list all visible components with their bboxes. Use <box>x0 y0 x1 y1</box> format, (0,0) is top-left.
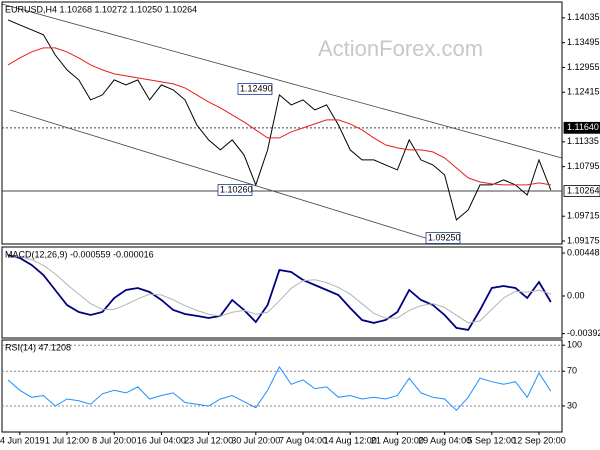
y-tick-label: 30 <box>567 400 577 410</box>
level-box <box>563 185 600 197</box>
y-tick-label: 100 <box>567 340 582 350</box>
level-label: 1.10264 <box>567 185 600 195</box>
panel-title: RSI(14) 47.1208 <box>5 342 71 352</box>
panel-frame <box>1 1 563 245</box>
y-tick-label: 1.11335 <box>567 136 599 146</box>
y-tick-label: 1.13495 <box>567 37 600 47</box>
x-tick-label: 7 Aug 04:00 <box>279 435 327 445</box>
channel-lower <box>9 109 433 241</box>
panel-frame <box>1 246 563 339</box>
watermark: ActionForex.com <box>318 36 483 61</box>
panel-title: MACD(12,26,9) -0.000559 -0.000016 <box>5 249 154 259</box>
y-tick-label: 1.09715 <box>567 211 600 221</box>
x-tick-label: 24 Jun 2019 <box>0 435 45 445</box>
annotation-label: 1.12490 <box>240 83 273 93</box>
panel-title: EURUSD,H4 1.10268 1.10272 1.10250 1.1026… <box>5 4 197 14</box>
panel-frame <box>1 339 563 433</box>
series-line <box>7 256 551 324</box>
annotation-label: 1.09250 <box>428 232 461 242</box>
annotation-box <box>425 232 461 244</box>
annotation-box <box>237 83 273 95</box>
x-tick-label: 1 Jul 12:00 <box>45 435 89 445</box>
annotation-label: 1.10260 <box>220 184 253 194</box>
x-tick-label: 29 Aug 04:00 <box>418 435 471 445</box>
x-tick-label: 16 Jul 04:00 <box>137 435 186 445</box>
annotation-box <box>217 184 253 196</box>
x-tick-label: 30 Jul 20:00 <box>231 435 280 445</box>
y-tick-label: 0.00448 <box>567 247 600 257</box>
level-label: 1.11640 <box>567 122 599 132</box>
channel-upper <box>1 3 563 159</box>
series-line <box>7 47 551 186</box>
x-tick-label: 12 Sep 20:00 <box>512 435 566 445</box>
y-tick-label: 1.10795 <box>567 161 600 171</box>
x-tick-label: 8 Jul 20:00 <box>92 435 136 445</box>
x-tick-label: 23 Jul 12:00 <box>184 435 233 445</box>
y-tick-label: 1.14035 <box>567 12 600 22</box>
series-line <box>7 254 552 331</box>
x-tick-label: 21 Aug 20:00 <box>371 435 424 445</box>
level-box <box>563 121 600 134</box>
y-tick-label: 70 <box>567 366 577 376</box>
y-tick-label: 1.12955 <box>567 62 600 72</box>
x-tick-label: 14 Aug 12:00 <box>324 435 377 445</box>
series-line <box>7 365 552 412</box>
y-tick-label: -0.003928 <box>567 328 600 338</box>
y-tick-label: 1.09175 <box>567 235 600 245</box>
series-line <box>7 19 552 221</box>
y-tick-label: 1.12415 <box>567 87 600 97</box>
x-tick-label: 5 Sep 12:00 <box>468 435 517 445</box>
y-tick-label: 0.00 <box>567 290 585 300</box>
